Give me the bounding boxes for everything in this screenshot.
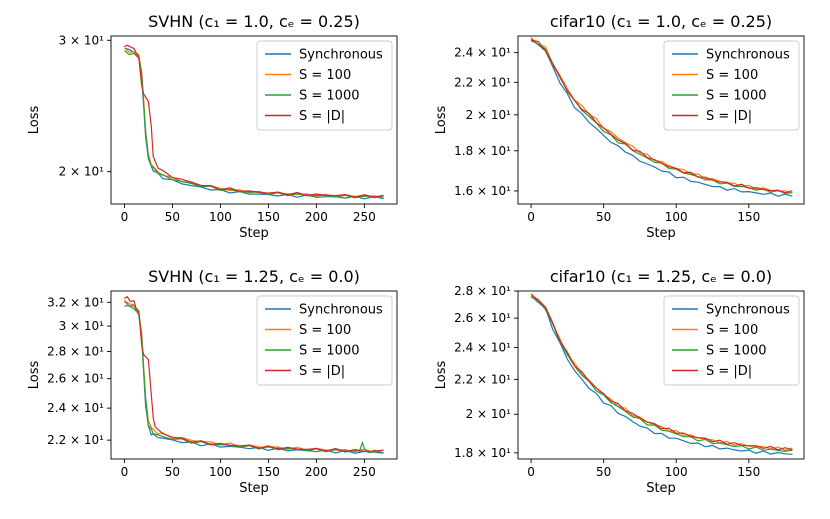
chart-title: cifar10 (c₁ = 1.0, cₑ = 0.25): [550, 12, 772, 31]
plot-frame: [110, 35, 398, 205]
y-tick-label: 2.6 × 10¹: [47, 372, 104, 386]
y-tick-label: 2.6 × 10¹: [454, 311, 511, 325]
x-axis-label: Step: [239, 226, 269, 241]
y-tick-label: 2.2 × 10¹: [454, 75, 511, 89]
series-line-3: [124, 295, 384, 453]
legend-label: S = |D|: [299, 109, 345, 124]
x-tick-label: 50: [596, 465, 611, 479]
y-tick-label: 2 × 10¹: [59, 165, 105, 179]
x-tick-label: 150: [257, 465, 280, 479]
chart-title: SVHN (c₁ = 1.0, cₑ = 0.25): [148, 12, 360, 31]
legend-label: Synchronous: [706, 303, 790, 318]
y-tick-label: 2.4 × 10¹: [47, 401, 104, 415]
x-tick-label: 150: [737, 210, 760, 224]
legend-label: S = |D|: [706, 364, 752, 379]
chart-title: SVHN (c₁ = 1.25, cₑ = 0.0): [148, 267, 360, 286]
y-tick-label: 1.8 × 10¹: [454, 144, 511, 158]
legend-label: S = |D|: [299, 364, 345, 379]
y-axis-label: Loss: [27, 361, 42, 390]
y-axis-label: Loss: [27, 106, 42, 135]
y-tick-label: 2 × 10¹: [466, 108, 512, 122]
plot-frame: [110, 290, 398, 460]
x-tick-label: 100: [665, 210, 688, 224]
series-line-3: [530, 293, 793, 451]
legend-label: Synchronous: [299, 48, 383, 63]
y-tick-label: 2.4 × 10¹: [454, 46, 511, 60]
legend-label: S = |D|: [706, 109, 752, 124]
x-tick-label: 0: [121, 210, 129, 224]
y-tick-label: 2.8 × 10¹: [454, 284, 511, 298]
series-line-0: [530, 295, 793, 455]
legend-label: Synchronous: [706, 48, 790, 63]
legend-box: [663, 295, 800, 386]
legend-box: [256, 40, 393, 131]
legend-label: S = 1000: [706, 344, 767, 359]
x-tick-label: 50: [165, 210, 180, 224]
x-tick-label: 100: [209, 465, 232, 479]
y-axis-label: Loss: [434, 106, 449, 135]
chart-panel-3: cifar10 (c₁ = 1.25, cₑ = 0.0) 0 50 100 150 1.…: [434, 267, 805, 496]
x-tick-label: 200: [305, 210, 328, 224]
plot-frame: [517, 35, 805, 205]
x-axis-label: Step: [646, 481, 676, 496]
chart-panel-1: cifar10 (c₁ = 1.0, cₑ = 0.25) 0 50 100 150 1.…: [434, 12, 805, 241]
x-tick-label: 250: [353, 465, 376, 479]
x-tick-label: 200: [305, 465, 328, 479]
y-tick-label: 1.6 × 10¹: [454, 184, 511, 198]
legend-label: Synchronous: [299, 303, 383, 318]
y-tick-label: 2.4 × 10¹: [454, 340, 511, 354]
legend-label: S = 1000: [299, 89, 360, 104]
legend-label: S = 100: [299, 68, 351, 83]
x-tick-label: 100: [665, 465, 688, 479]
y-tick-label: 3 × 10¹: [59, 33, 105, 47]
x-tick-label: 0: [527, 465, 535, 479]
series-line-0: [530, 38, 793, 197]
x-tick-label: 100: [209, 210, 232, 224]
chart-panel-2: SVHN (c₁ = 1.25, cₑ = 0.0) 0 50 100 150 200 25…: [27, 267, 398, 496]
x-tick-label: 50: [165, 465, 180, 479]
x-tick-label: 250: [353, 210, 376, 224]
y-tick-label: 3 × 10¹: [59, 319, 105, 333]
series-line-2: [124, 305, 384, 454]
legend-box: [663, 40, 800, 131]
y-axis-label: Loss: [434, 361, 449, 390]
chart-panel-0: SVHN (c₁ = 1.0, cₑ = 0.25) 0 50 100 150 200 25…: [27, 12, 398, 241]
legend-label: S = 100: [706, 323, 758, 338]
x-axis-label: Step: [239, 481, 269, 496]
y-tick-label: 2.8 × 10¹: [47, 344, 104, 358]
legend-label: S = 1000: [299, 344, 360, 359]
chart-title: cifar10 (c₁ = 1.25, cₑ = 0.0): [550, 267, 772, 286]
series-line-3: [124, 44, 384, 198]
x-tick-label: 0: [121, 465, 129, 479]
legend-box: [256, 295, 393, 386]
series-line-3: [530, 39, 793, 194]
x-tick-label: 50: [596, 210, 611, 224]
y-tick-label: 2.2 × 10¹: [47, 433, 104, 447]
y-tick-label: 2.2 × 10¹: [454, 372, 511, 386]
legend-label: S = 100: [706, 68, 758, 83]
x-tick-label: 150: [257, 210, 280, 224]
y-tick-label: 2 × 10¹: [466, 407, 512, 421]
x-axis-label: Step: [646, 226, 676, 241]
x-tick-label: 0: [527, 210, 535, 224]
legend-label: S = 1000: [706, 89, 767, 104]
legend-label: S = 100: [299, 323, 351, 338]
y-tick-label: 1.8 × 10¹: [454, 446, 511, 460]
y-tick-label: 3.2 × 10¹: [47, 295, 104, 309]
x-tick-label: 150: [737, 465, 760, 479]
plot-frame: [517, 290, 805, 460]
